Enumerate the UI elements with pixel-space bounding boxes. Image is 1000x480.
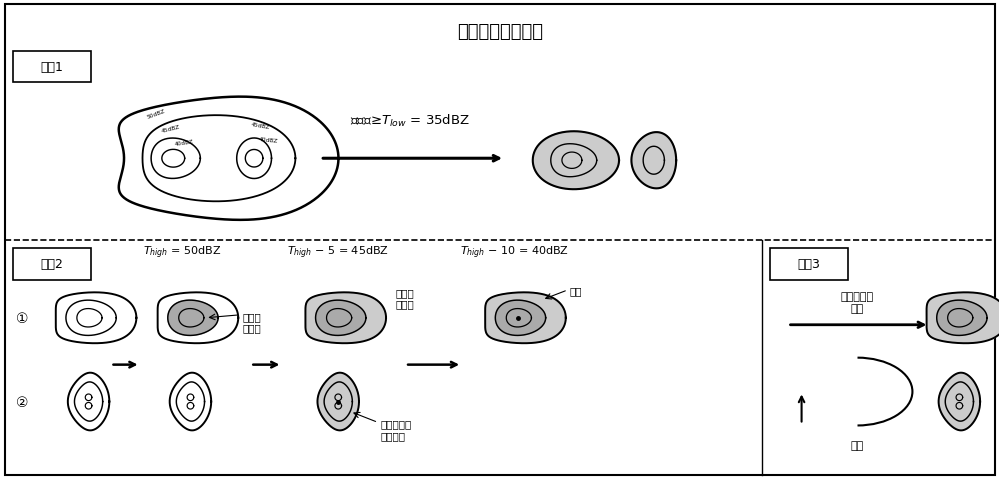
- Text: 迭代: 迭代: [851, 441, 864, 450]
- Text: 45dBZ: 45dBZ: [250, 122, 270, 130]
- FancyBboxPatch shape: [13, 51, 91, 84]
- Text: $T_{high}$ = 50dBZ: $T_{high}$ = 50dBZ: [143, 244, 222, 261]
- Text: $T_{high}$ − 5 = 45dBZ: $T_{high}$ − 5 = 45dBZ: [287, 244, 389, 261]
- Text: 对流单体核
心和中壳: 对流单体核 心和中壳: [380, 419, 411, 440]
- Polygon shape: [937, 300, 987, 336]
- Polygon shape: [305, 293, 386, 344]
- FancyBboxPatch shape: [13, 249, 91, 280]
- Polygon shape: [485, 293, 566, 344]
- FancyBboxPatch shape: [5, 5, 995, 475]
- Text: 50dBZ: 50dBZ: [146, 109, 166, 120]
- Polygon shape: [533, 132, 619, 190]
- Text: 数学形态学
膨胀: 数学形态学 膨胀: [841, 291, 874, 313]
- Text: 反射率≥$T_{low}$ = 35dBZ: 反射率≥$T_{low}$ = 35dBZ: [350, 113, 470, 129]
- Text: 40dBZ: 40dBZ: [258, 137, 278, 144]
- FancyBboxPatch shape: [770, 249, 848, 280]
- Polygon shape: [927, 293, 1000, 344]
- Text: 对流单
体核心: 对流单 体核心: [242, 312, 261, 333]
- Text: 步骤1: 步骤1: [40, 61, 63, 74]
- Text: 对流单体识别算法: 对流单体识别算法: [457, 23, 543, 40]
- Polygon shape: [316, 300, 366, 336]
- Text: ②: ②: [16, 395, 29, 408]
- Polygon shape: [631, 133, 676, 189]
- Text: 45dBZ: 45dBZ: [160, 124, 180, 134]
- Text: 对流单
体核心: 对流单 体核心: [395, 288, 414, 309]
- Text: 40dBZ: 40dBZ: [174, 139, 194, 147]
- Polygon shape: [168, 300, 218, 336]
- Text: 中壳: 中壳: [570, 285, 582, 295]
- Polygon shape: [939, 373, 980, 431]
- Text: $T_{high}$ − 10 = 40dBZ: $T_{high}$ − 10 = 40dBZ: [460, 244, 569, 261]
- Polygon shape: [317, 373, 359, 431]
- Text: 步骤3: 步骤3: [797, 258, 820, 271]
- Text: ①: ①: [16, 311, 29, 325]
- Polygon shape: [495, 300, 546, 336]
- Text: 步骤2: 步骤2: [40, 258, 63, 271]
